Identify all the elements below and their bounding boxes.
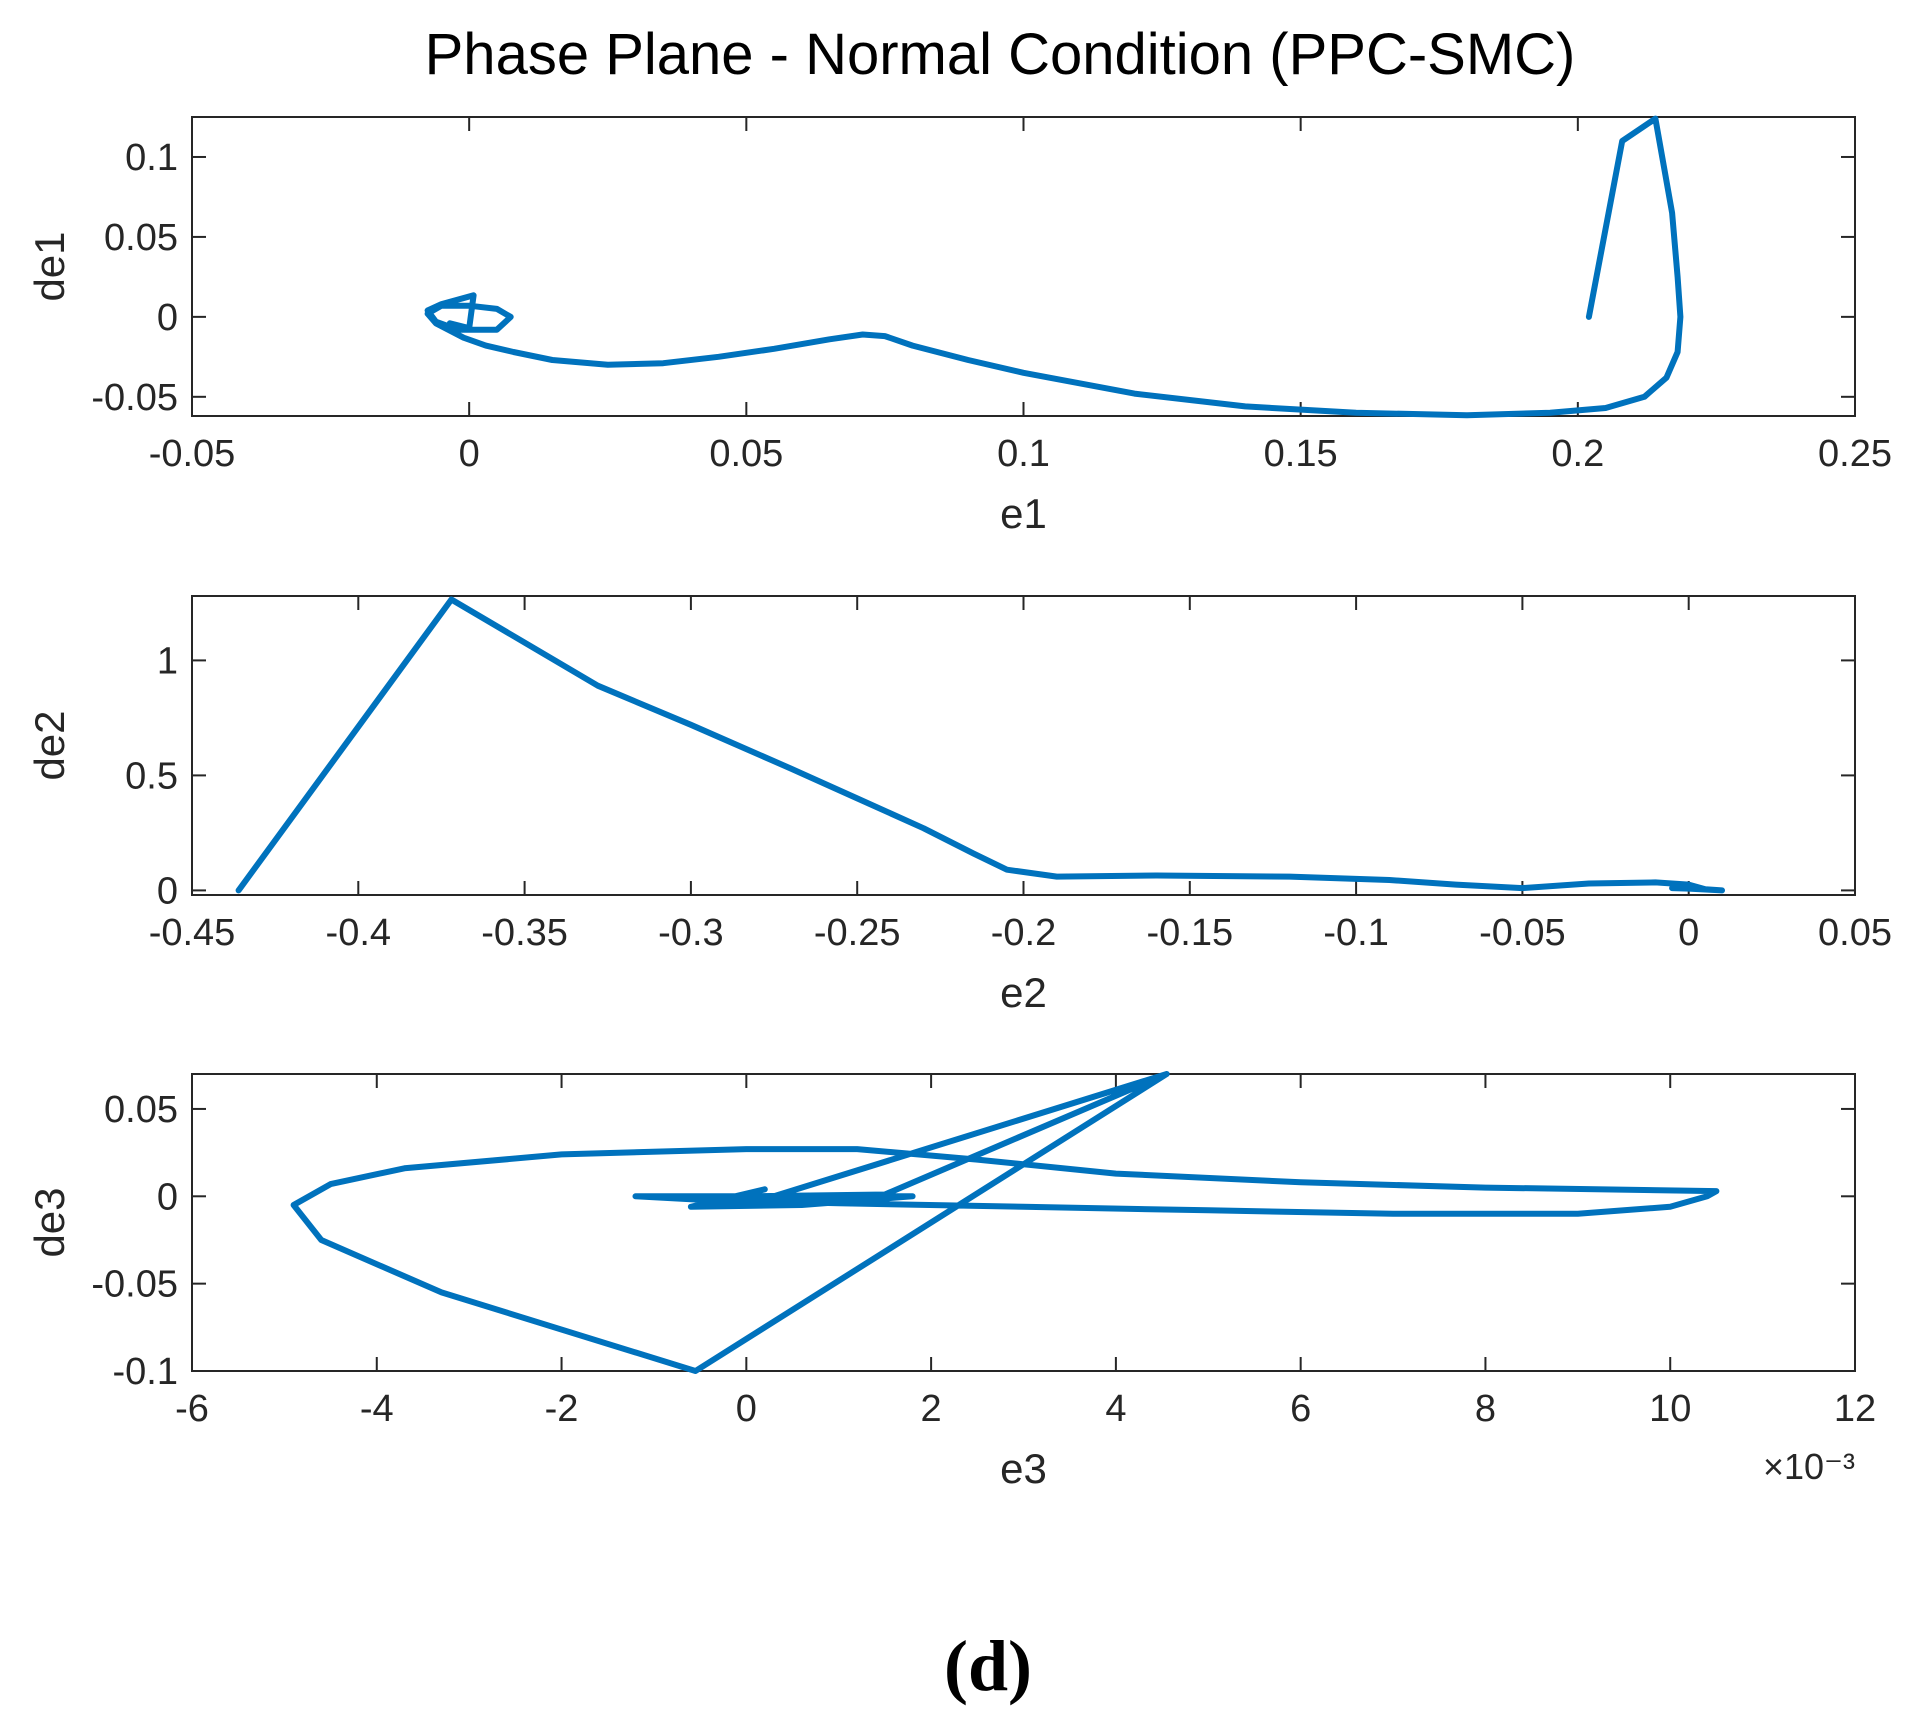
x-axis-label: e2 [1000,969,1047,1016]
x-tick-label: 0.05 [1818,912,1892,954]
y-tick-label: 1 [157,640,178,682]
x-tick-label: -0.35 [481,912,568,954]
x-tick-label: -0.05 [149,433,236,475]
y-tick-label: 0.1 [125,137,178,179]
x-tick-label: -0.3 [658,912,723,954]
x-tick-label: -0.05 [1479,912,1566,954]
y-tick-label: 0.05 [104,217,178,259]
y-tick-label: 0 [157,1176,178,1218]
y-tick-label: -0.05 [91,1264,178,1306]
series-line-de1 [424,115,1684,419]
x-tick-label: -2 [545,1388,579,1430]
x-tick-label: 4 [1105,1388,1126,1430]
x-tick-label: -0.1 [1323,912,1388,954]
figure-title: Phase Plane - Normal Condition (PPC-SMC) [425,22,1576,87]
axes-box [191,1073,1856,1372]
y-tick-label: -0.05 [91,377,178,419]
y-tick-label: -0.1 [113,1351,178,1393]
x-tick-label: 0 [736,1388,757,1430]
phase-plot-e2: -0.45 -0.4 -0.35 -0.3 -0.25 -0.2 -0.15 -0.1 -0.0… [26,595,1892,1016]
x-tick-label: -0.4 [326,912,391,954]
axes-box [191,595,1856,896]
y-axis-label: de1 [26,231,73,301]
x-tick-label: 0.05 [709,433,783,475]
y-tick-label: 0.5 [125,755,178,797]
x-axis-label: e3 [1000,1445,1047,1492]
x-tick-label: -0.2 [991,912,1056,954]
phase-plot-e3: -6 -4 -2 0 2 4 6 8 10 12 -0.1 -0.05 0 0.05 e3 de3 ×10⁻³ [26,1071,1876,1492]
y-tick-label: 0.05 [104,1089,178,1131]
x-tick-label: 2 [921,1388,942,1430]
x-tick-label: 0 [1678,912,1699,954]
phase-plot-e1: -0.05 0 0.05 0.1 0.15 0.2 0.25 -0.05 0 0.05 0.1 e1 d… [26,115,1892,537]
x-tick-label: 0 [459,433,480,475]
series-line-de3 [290,1071,1720,1374]
y-tick-label: 0 [157,297,178,339]
y-axis-label: de2 [26,710,73,780]
x-tick-label: -6 [175,1388,209,1430]
x-tick-label: -0.15 [1146,912,1233,954]
x-tick-label: -0.45 [149,912,236,954]
x-tick-label: 12 [1834,1388,1876,1430]
x-tick-label: 0.25 [1818,433,1892,475]
y-tick-label: 0 [157,870,178,912]
x-tick-label: 10 [1649,1388,1691,1430]
x-tick-label: 0.2 [1551,433,1604,475]
x-tick-label: -0.25 [814,912,901,954]
x-axis-label: e1 [1000,490,1047,537]
x-exponent-label: ×10⁻³ [1763,1446,1855,1487]
x-tick-label: 6 [1290,1388,1311,1430]
y-axis-label: de3 [26,1187,73,1257]
x-tick-label: -4 [360,1388,394,1430]
x-tick-label: 0.1 [997,433,1050,475]
series-line-de2 [235,596,1725,894]
x-tick-label: 8 [1475,1388,1496,1430]
x-tick-label: 0.15 [1264,433,1338,475]
panel-label: (d) [944,1626,1032,1706]
